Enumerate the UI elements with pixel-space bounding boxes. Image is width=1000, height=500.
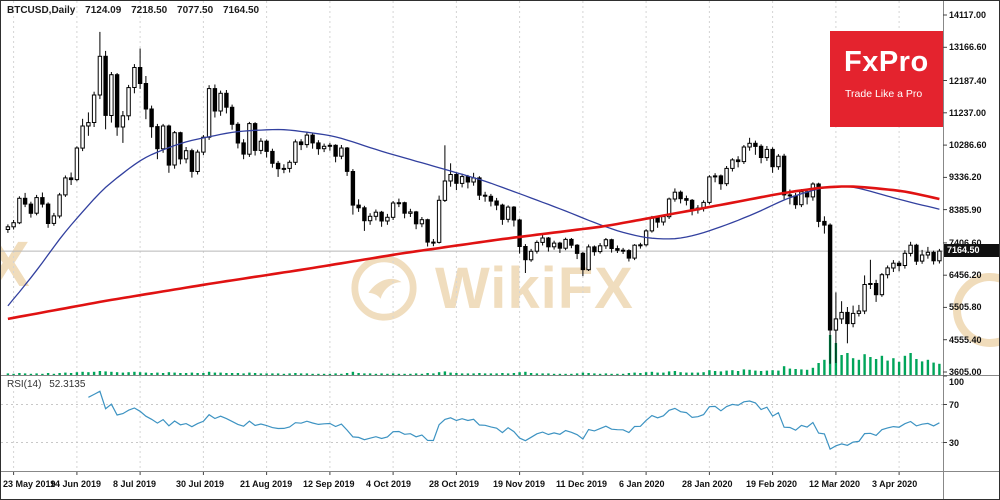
fxpro-logo: FxPro Trade Like a Pro bbox=[830, 31, 943, 127]
ma-fast-line bbox=[7, 128, 940, 307]
volume-layer bbox=[6, 335, 941, 375]
fxpro-logo-tagline: Trade Like a Pro bbox=[845, 88, 923, 100]
rsi-line bbox=[88, 390, 940, 450]
ma-slow-line bbox=[7, 185, 940, 321]
rsi-value: 52.3135 bbox=[49, 379, 86, 390]
symbol-info: BTCUSD,Daily 7124.09 7218.50 7077.50 716… bbox=[7, 5, 266, 16]
candles-layer bbox=[5, 31, 942, 364]
quote-close: 7164.50 bbox=[222, 5, 260, 16]
rsi-name: RSI(14) bbox=[7, 379, 42, 390]
fxpro-logo-title: FxPro bbox=[844, 46, 929, 78]
current-price-badge: 7164.50 bbox=[944, 244, 999, 257]
quote-open: 7124.09 bbox=[85, 5, 122, 16]
quote-low: 7077.50 bbox=[177, 5, 214, 16]
grid-layer bbox=[13, 1, 900, 475]
symbol-label: BTCUSD,Daily bbox=[7, 5, 76, 16]
quote-high: 7218.50 bbox=[131, 5, 168, 16]
rsi-indicator-label: RSI(14) 52.3135 bbox=[7, 379, 85, 390]
